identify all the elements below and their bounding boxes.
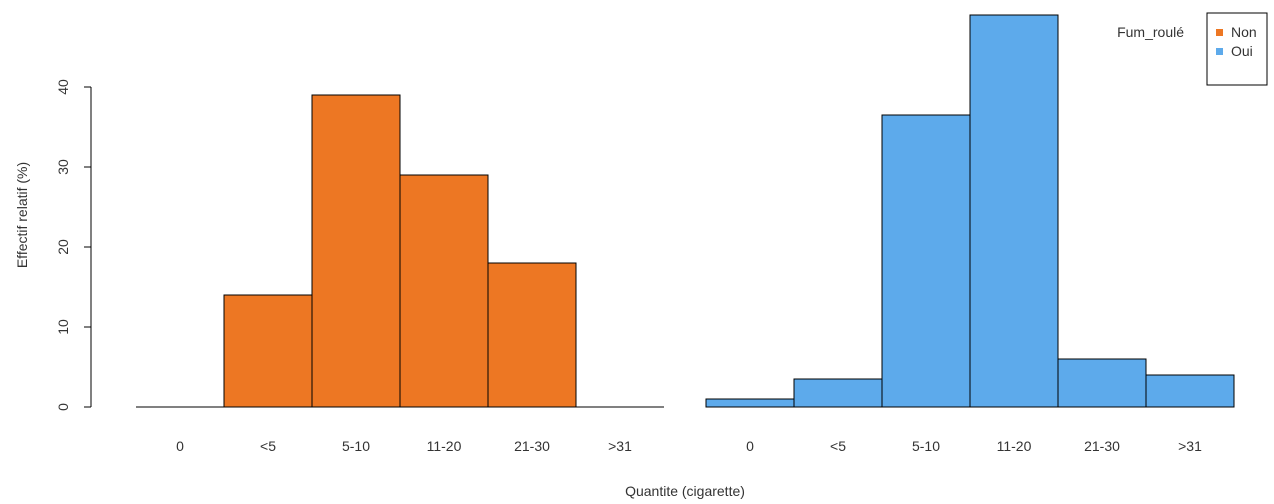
bar-oui-2: [881, 114, 971, 408]
y-axis: 0 10 20 30 40: [55, 79, 92, 411]
bar-non-2: [311, 94, 401, 408]
panels: 0 <5 5-10 11-20 21-30 >31 0 <5 5-10 11-20 21-30 >31: [136, 14, 1235, 454]
bar-non-3: [399, 174, 489, 408]
y-tick-label: 10: [55, 319, 71, 335]
x-tick-label: 11-20: [427, 438, 462, 454]
x-tick-label: >31: [608, 438, 632, 454]
bar-oui-5: [1145, 374, 1235, 408]
legend: Fum_roulé Non Oui: [1117, 12, 1268, 86]
x-tick-label: 0: [746, 438, 754, 454]
bar-non-4: [487, 262, 577, 408]
y-tick-label: 40: [55, 79, 71, 95]
panel-oui: 0 <5 5-10 11-20 21-30 >31: [705, 14, 1235, 454]
legend-label-non: Non: [1231, 24, 1257, 40]
bar-non-1: [223, 294, 313, 408]
bar-oui-0: [705, 398, 795, 408]
bar-oui-3: [969, 14, 1059, 408]
legend-title: Fum_roulé: [1117, 24, 1184, 40]
y-tick-label: 20: [55, 239, 71, 255]
x-tick-label: 21-30: [514, 438, 550, 454]
y-axis-title: Effectif relatif (%): [14, 162, 30, 268]
x-tick-label: 5-10: [912, 438, 940, 454]
legend-label-oui: Oui: [1231, 43, 1253, 59]
x-tick-label: >31: [1178, 438, 1202, 454]
panel-non: 0 <5 5-10 11-20 21-30 >31: [136, 94, 664, 454]
legend-swatch-oui: [1216, 48, 1223, 55]
bar-oui-4: [1057, 358, 1147, 408]
x-tick-label: 11-20: [997, 438, 1032, 454]
y-tick-label: 0: [55, 403, 71, 411]
legend-swatch-non: [1216, 29, 1223, 36]
x-tick-label: <5: [830, 438, 846, 454]
bar-oui-1: [793, 378, 883, 408]
x-tick-label: <5: [260, 438, 276, 454]
x-tick-label: 0: [176, 438, 184, 454]
x-tick-label: 21-30: [1084, 438, 1120, 454]
y-tick-label: 30: [55, 159, 71, 175]
x-tick-label: 5-10: [342, 438, 370, 454]
legend-entries: Non Oui: [1216, 24, 1257, 59]
x-axis-title: Quantite (cigarette): [625, 483, 745, 499]
